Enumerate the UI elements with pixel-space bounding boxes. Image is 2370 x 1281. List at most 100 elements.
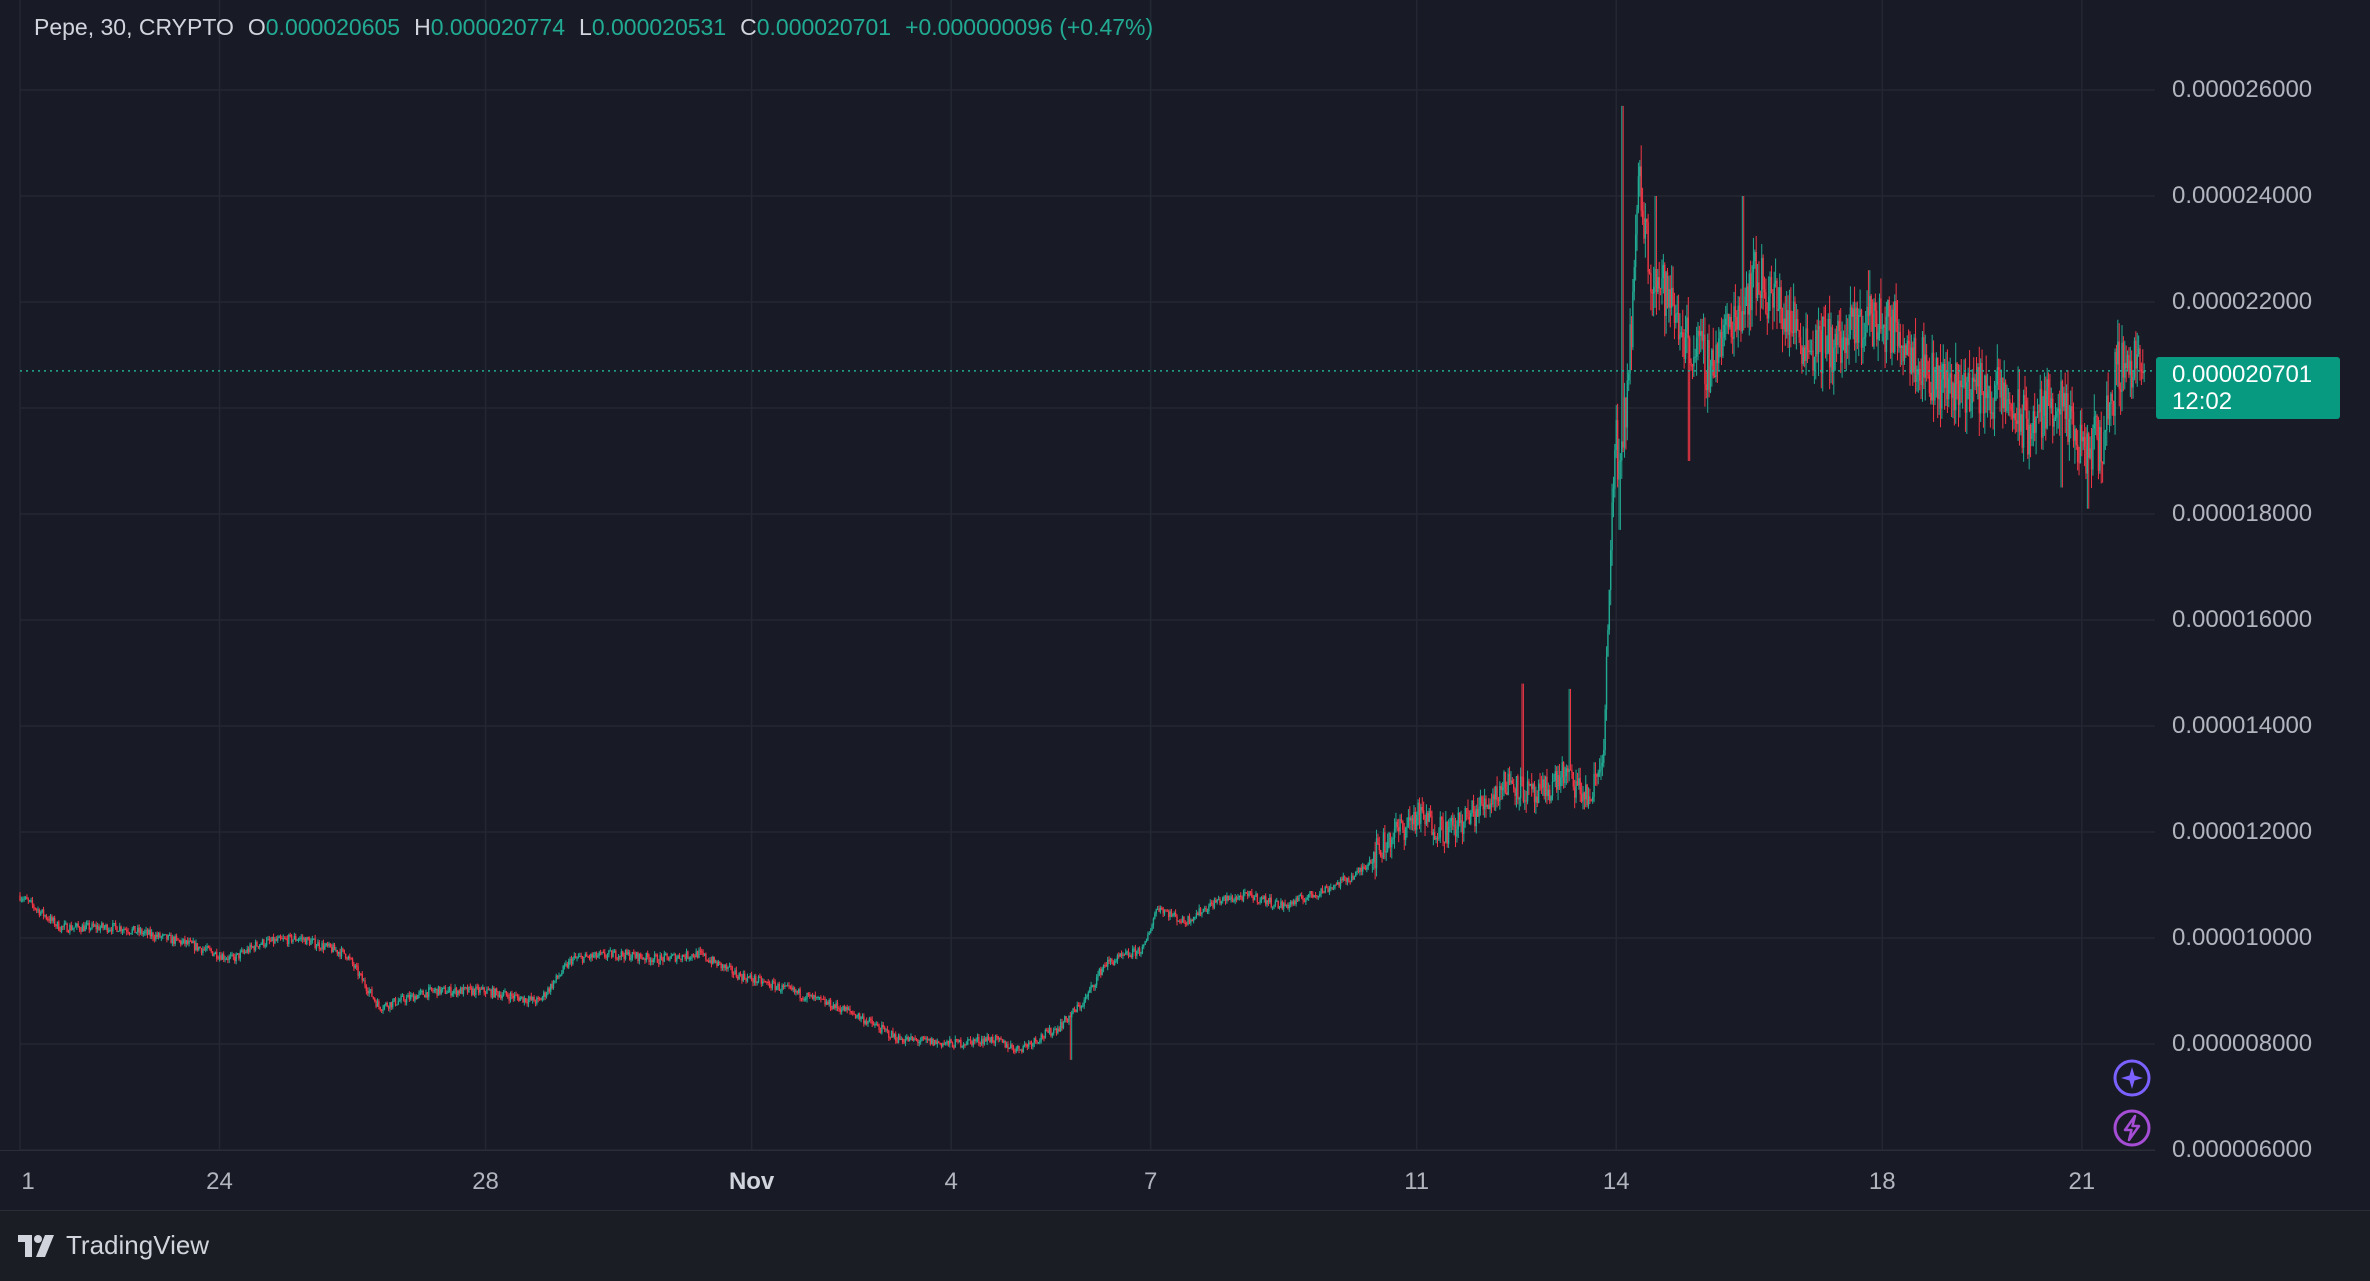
sparkle-icon[interactable] xyxy=(2112,1058,2152,1098)
candle-body xyxy=(1084,997,1087,1001)
candle-body xyxy=(1798,330,1800,338)
candle-body xyxy=(317,942,319,946)
candle-body xyxy=(1822,316,1824,374)
candle-body xyxy=(1846,338,1849,346)
candle-body xyxy=(796,990,799,993)
candle-body xyxy=(1095,977,1098,986)
candle-body xyxy=(421,990,423,992)
candle-body xyxy=(1309,891,1311,895)
candle-body xyxy=(2014,413,2017,421)
candle-body xyxy=(580,955,582,957)
candle-body xyxy=(1482,803,1484,810)
candle-body xyxy=(994,1036,997,1043)
y-tick-label: 0.000016000 xyxy=(2172,606,2313,633)
candle-body xyxy=(1526,781,1529,802)
candle-body xyxy=(160,936,163,938)
candle-body xyxy=(947,1041,950,1045)
candle-body xyxy=(897,1035,900,1043)
candle-body xyxy=(81,925,84,932)
candle-body xyxy=(148,929,150,935)
candle-body xyxy=(246,948,248,953)
candle-body xyxy=(235,954,237,962)
candle-body xyxy=(1830,327,1832,368)
candle-body xyxy=(356,965,358,967)
candle-body xyxy=(1655,268,1658,293)
candle-body xyxy=(220,955,222,960)
candle-body xyxy=(737,976,739,980)
candle-body xyxy=(1557,775,1559,790)
candle-body xyxy=(1637,176,1640,210)
candle-body xyxy=(789,985,792,988)
candle-body xyxy=(1119,953,1121,957)
candle-body xyxy=(1396,821,1399,828)
candle-body xyxy=(1971,377,1974,404)
candle-body xyxy=(1479,796,1482,807)
candle-body xyxy=(1188,916,1191,923)
candle-body xyxy=(929,1038,932,1045)
candle-body xyxy=(1223,896,1225,898)
candle-body xyxy=(666,953,668,957)
candle-body xyxy=(518,997,520,1001)
candle-body xyxy=(293,935,296,940)
candle-body xyxy=(1134,948,1137,956)
candle-body xyxy=(1373,851,1375,863)
y-tick-label: 0.000022000 xyxy=(2172,288,2313,315)
candle-body xyxy=(24,896,27,899)
candle-body xyxy=(1342,876,1344,881)
candle-body xyxy=(1943,363,1946,388)
candle-body xyxy=(2004,382,2007,412)
candle-body xyxy=(500,994,502,999)
price-chart[interactable] xyxy=(0,0,2370,1210)
candle-body xyxy=(2088,433,2090,458)
candle-body xyxy=(289,934,291,936)
candle-body xyxy=(1001,1039,1004,1043)
candle-body xyxy=(1695,337,1698,357)
candle-body xyxy=(1208,905,1210,912)
candle-body xyxy=(94,925,96,927)
candle-body xyxy=(436,988,438,996)
candle-body xyxy=(1892,309,1895,352)
candle-body xyxy=(691,954,693,958)
candle-body xyxy=(1840,331,1842,363)
candle-body xyxy=(53,917,56,926)
candle-body xyxy=(202,949,204,953)
candle-body xyxy=(1852,308,1854,317)
candle-body xyxy=(1953,383,1956,411)
symbol-label[interactable]: Pepe, 30, CRYPTO xyxy=(34,13,234,40)
time-axis[interactable] xyxy=(0,1150,2155,1211)
candle-body xyxy=(295,935,297,941)
candle-body xyxy=(1654,268,1656,287)
chart-area[interactable] xyxy=(0,0,2370,1210)
candle-body xyxy=(2136,354,2138,369)
tradingview-logo[interactable]: TradingView xyxy=(18,1230,209,1261)
candle-body xyxy=(2024,394,2026,401)
candle-body xyxy=(1355,871,1357,877)
candle-body xyxy=(1052,1029,1055,1034)
candle-body xyxy=(1474,811,1476,827)
close-label: C xyxy=(740,13,757,40)
candle-body xyxy=(1986,392,1989,399)
candle-body xyxy=(857,1013,860,1017)
candle-body xyxy=(245,951,247,953)
candle-body xyxy=(1884,324,1886,353)
candle-body xyxy=(135,932,138,934)
candle-body xyxy=(781,985,783,991)
candle-body xyxy=(1364,867,1367,870)
candle-body xyxy=(1097,974,1099,978)
candle-body xyxy=(1899,331,1901,349)
candle-body xyxy=(1907,340,1910,344)
candle-body xyxy=(2036,411,2039,418)
candle-body xyxy=(365,986,368,992)
candle-body xyxy=(648,957,650,962)
candle-body xyxy=(1400,819,1403,822)
candle-body xyxy=(336,950,339,954)
candle-body xyxy=(369,989,372,991)
candle-body xyxy=(1860,309,1863,348)
candle-body xyxy=(486,989,488,994)
candle-body xyxy=(1525,800,1527,802)
candle-body xyxy=(315,945,318,948)
lightning-icon[interactable] xyxy=(2112,1108,2152,1148)
candle-body xyxy=(917,1040,919,1043)
candle-body xyxy=(292,939,294,942)
candle-body xyxy=(1033,1038,1035,1044)
